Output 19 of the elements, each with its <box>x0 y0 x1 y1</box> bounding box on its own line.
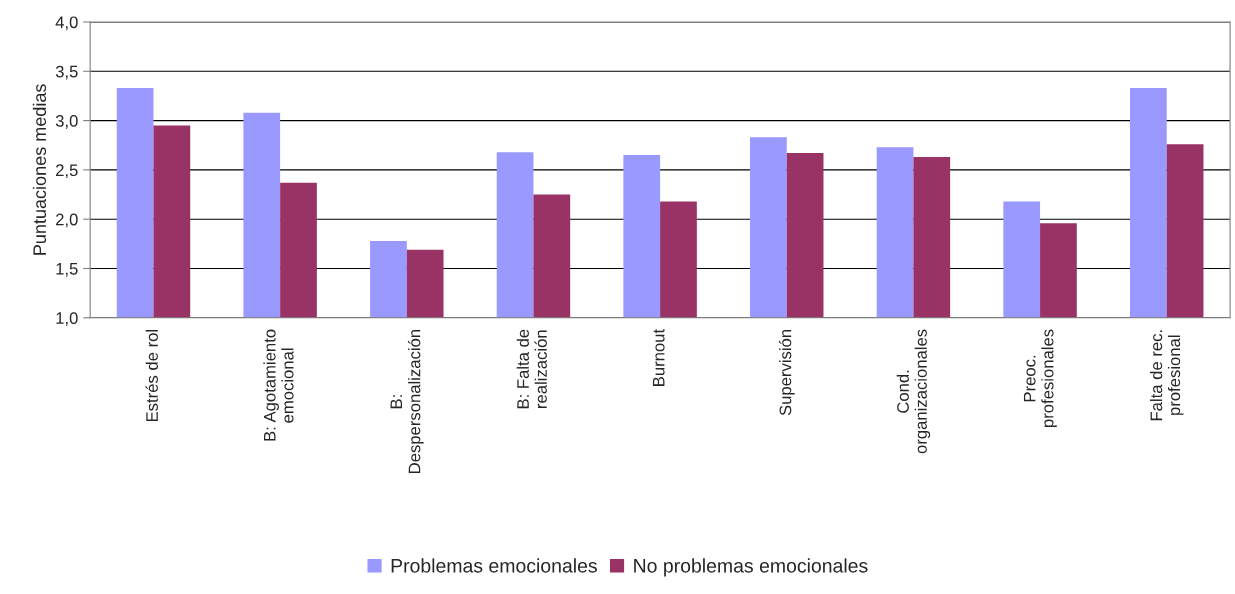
y-tick-label: 2,5 <box>56 164 78 179</box>
y-tick-label: 1,0 <box>56 312 78 326</box>
x-tick-label: B: Falta de realización <box>516 329 547 409</box>
x-tick-label: Estrés de rol <box>145 330 158 422</box>
y-tick-label: 4,0 <box>55 16 78 31</box>
y-tick-label: 3,0 <box>55 114 78 129</box>
x-tick-label: B: Agotamiento emocional <box>263 329 294 441</box>
y-tick-label: 1,5 <box>56 263 78 277</box>
x-tick-label: Supervisión <box>778 329 795 416</box>
y-tick-label: 3,5 <box>55 65 78 80</box>
legend-label: No problemas emocionales <box>634 558 868 577</box>
x-tick-label: Preoc. profesionales <box>1023 329 1057 427</box>
legend-label: Problemas emocionales <box>391 558 597 573</box>
y-tick-label: 2,0 <box>56 213 78 228</box>
x-tick-label: B: Despersonalización <box>390 329 424 473</box>
x-tick-label: Burnout <box>652 329 665 386</box>
x-tick-label: Falta de rec. profesional <box>1149 330 1184 421</box>
x-tick-label: Cond. organizacionales <box>896 329 931 454</box>
y-axis-title: Puntuaciones medias <box>32 84 47 255</box>
